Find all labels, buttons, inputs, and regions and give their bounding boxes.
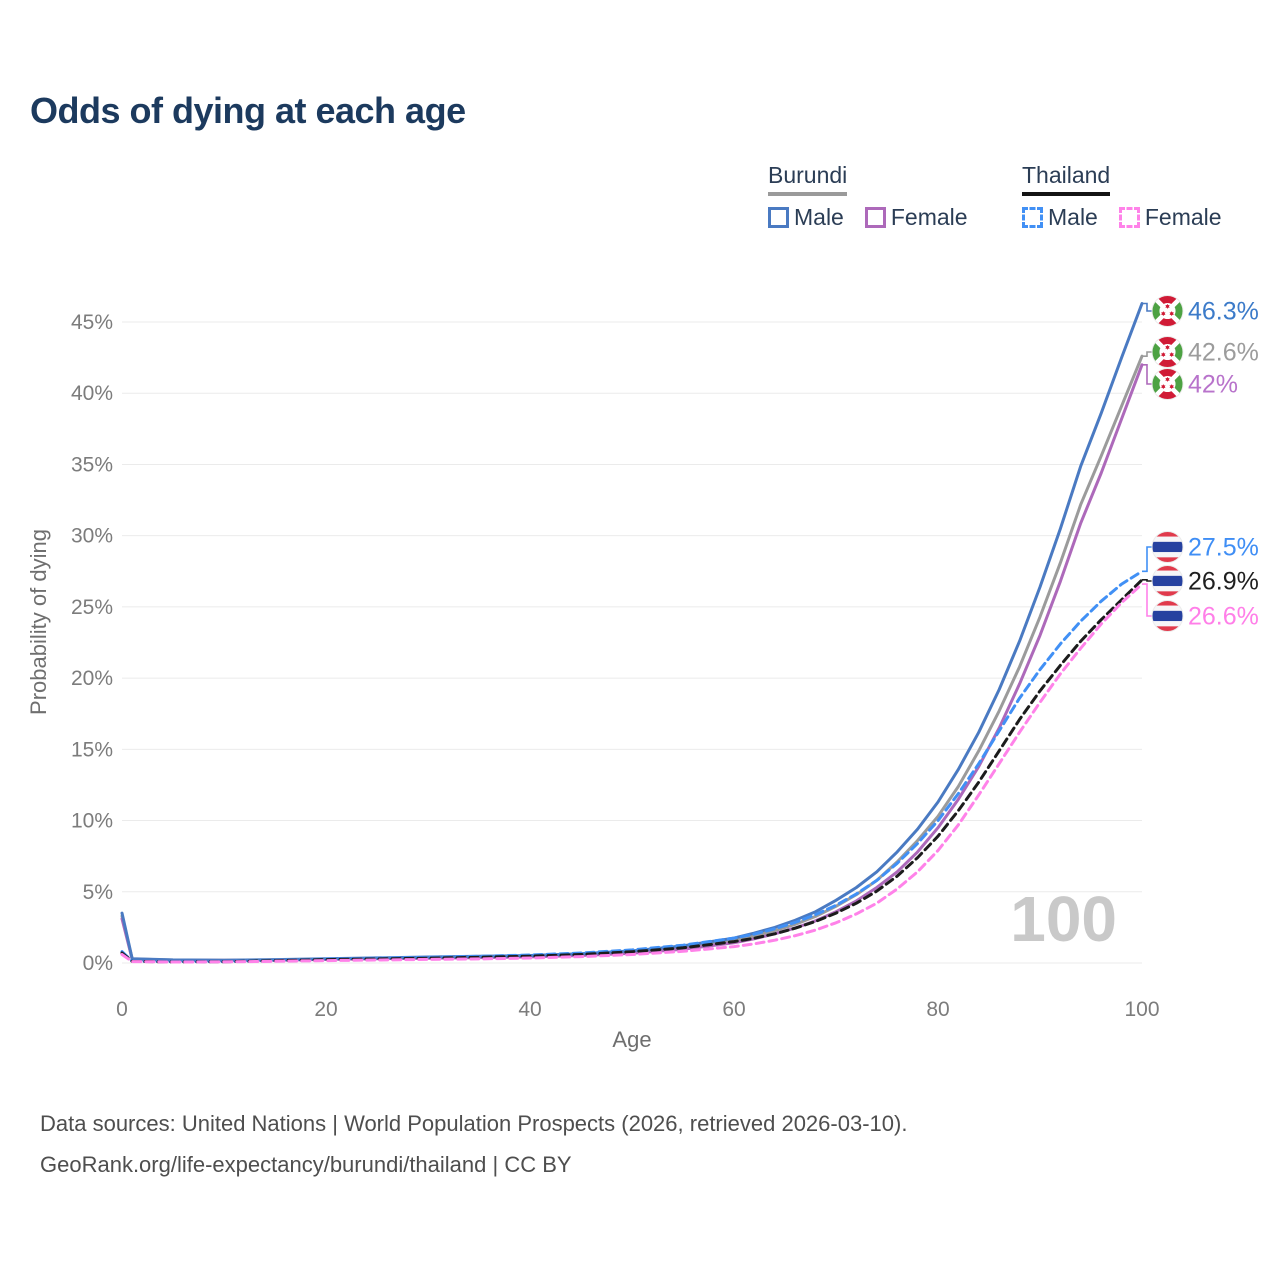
legend-item-label: Female xyxy=(890,204,968,230)
legend-items-thailand: Male Female xyxy=(1022,204,1222,231)
legend-item-burundi-female[interactable]: Female xyxy=(864,204,968,231)
end-value-label-thailand-both-sexes: 26.9% xyxy=(1188,568,1259,596)
burundi-male-swatch-icon xyxy=(768,207,789,228)
thailand-male-swatch-icon xyxy=(1022,207,1043,228)
y-tick-label: 20% xyxy=(71,667,113,690)
x-tick-label: 20 xyxy=(314,998,337,1021)
x-tick-label: 0 xyxy=(116,998,128,1021)
page-title: Odds of dying at each age xyxy=(30,90,466,131)
x-tick-label: 80 xyxy=(926,998,949,1021)
legend-item-label: Male xyxy=(1048,204,1098,230)
y-tick-label: 40% xyxy=(71,382,113,405)
end-value-label-burundi-female: 42% xyxy=(1188,371,1238,399)
series-line-burundi-female[interactable] xyxy=(120,363,1144,962)
end-value-label-thailand-female: 26.6% xyxy=(1188,603,1259,631)
legend-item-burundi-male[interactable]: Male xyxy=(768,204,844,231)
data-sources-text: Data sources: United Nations | World Pop… xyxy=(40,1111,908,1136)
end-label-connector-burundi-male xyxy=(1142,302,1152,312)
end-value-label-burundi-both-sexes: 42.6% xyxy=(1188,339,1259,367)
y-tick-label: 30% xyxy=(71,525,113,548)
legend-group-burundi: Burundi Male Female xyxy=(768,162,968,231)
y-tick-label: 15% xyxy=(71,738,113,761)
end-label-connector-thailand-male xyxy=(1142,546,1152,573)
legend-item-label: Female xyxy=(1144,204,1222,230)
series-line-thailand-both-sexes[interactable] xyxy=(120,578,1144,964)
burundi-flag-icon xyxy=(1151,336,1184,368)
end-label-connector-burundi-female xyxy=(1142,363,1152,385)
thailand-flag-icon xyxy=(1151,600,1184,632)
legend-country-thailand[interactable]: Thailand xyxy=(1022,162,1111,196)
y-tick-label: 25% xyxy=(71,596,113,619)
attribution-link[interactable]: GeoRank.org/life-expectancy/burundi/thai… xyxy=(40,1151,572,1177)
burundi-flag-icon xyxy=(1151,368,1184,400)
x-tick-label: 60 xyxy=(722,998,745,1021)
end-value-label-thailand-male: 27.5% xyxy=(1188,534,1259,562)
age-watermark: 100 xyxy=(1010,883,1117,955)
x-axis-title: Age xyxy=(612,1027,651,1052)
end-value-label-burundi-male: 46.3% xyxy=(1188,298,1259,326)
legend-item-thailand-male[interactable]: Male xyxy=(1022,204,1098,231)
thailand-female-swatch-icon xyxy=(1118,207,1140,228)
y-tick-label: 0% xyxy=(83,952,113,975)
burundi-female-swatch-icon xyxy=(864,207,886,228)
burundi-flag-icon xyxy=(1151,295,1184,327)
y-tick-label: 5% xyxy=(83,881,113,904)
line-chart: 100 0% 5% 10% 15% 20% 25% 30% 35% 40% 45% 0 20 40 60 80… xyxy=(26,295,1259,1052)
legend-group-thailand: Thailand Male Female xyxy=(1022,162,1222,231)
series-line-thailand-male[interactable] xyxy=(120,569,1144,964)
legend-item-label: Male xyxy=(794,204,844,230)
end-label-connector-burundi-both-sexes xyxy=(1142,351,1152,358)
y-tick-label: 45% xyxy=(71,311,113,334)
y-axis-title: Probability of dying xyxy=(26,529,51,715)
end-label-connector-thailand-both-sexes xyxy=(1142,578,1152,582)
series-line-burundi-both-sexes[interactable] xyxy=(120,354,1144,962)
footer: Data sources: United Nations | World Pop… xyxy=(40,1104,907,1185)
end-label-connector-thailand-female xyxy=(1142,583,1152,617)
legend: Burundi Male Female Thailand Male xyxy=(0,162,1280,242)
legend-items-burundi: Male Female xyxy=(768,204,968,231)
thailand-flag-icon xyxy=(1151,565,1184,597)
thailand-flag-icon xyxy=(1151,531,1184,563)
legend-country-burundi[interactable]: Burundi xyxy=(768,162,848,196)
y-tick-label: 10% xyxy=(71,810,113,833)
x-tick-label: 100 xyxy=(1124,998,1159,1021)
x-tick-label: 40 xyxy=(518,998,541,1021)
series-line-thailand-female[interactable] xyxy=(120,582,1144,964)
legend-item-thailand-female[interactable]: Female xyxy=(1118,204,1222,231)
series-line-burundi-male[interactable] xyxy=(120,302,1144,962)
y-tick-label: 35% xyxy=(71,453,113,476)
